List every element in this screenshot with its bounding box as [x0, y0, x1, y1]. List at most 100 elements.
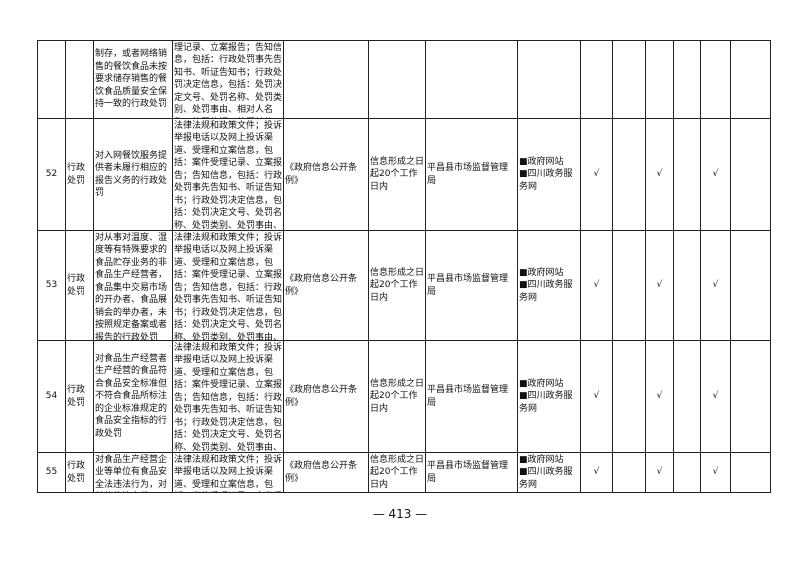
cell: [730, 40, 771, 119]
basis: 《政府信息公开条例》: [285, 274, 358, 297]
cell: 行政处罚: [65, 452, 94, 493]
cell: ■政府网站 ■四川政务服务网: [517, 118, 581, 231]
channel: ■政府网站: [519, 378, 564, 389]
cell: 行政处罚: [65, 118, 94, 231]
check: √: [712, 280, 719, 291]
table-row: 55 行政处罚对食品生产经营企业等单位有食品安全法违法行为，对单位的法定代法律法规…: [37, 452, 771, 493]
cell: 《政府信息公开条例》: [283, 340, 369, 453]
cell: √: [580, 452, 613, 493]
cell: 平昌县市场监督管理局: [425, 340, 518, 453]
cell: [65, 40, 94, 119]
table-row: 制存，或者网络销售的餐饮食品未按要求储存销售的餐饮食品质量安全保持一致的行政处罚…: [37, 40, 771, 119]
cell: ■政府网站 ■四川政务服务网: [517, 340, 581, 453]
content: 法律法规和政策文件；投诉举报电话以及网上投诉渠道、受理和立案信息，包括：案件受理…: [174, 120, 283, 230]
cell: √: [700, 340, 731, 453]
cell: [730, 118, 771, 231]
cell: [673, 230, 701, 341]
cell: 法律法规和政策文件；投诉举报电话以及网上投诉渠道、受理和立案信息，包括：案件受理…: [172, 452, 284, 493]
row-number: 53: [45, 280, 58, 291]
channels: ■政府网站 ■四川政务服务网: [518, 454, 580, 492]
cell: 理记录、立案报告；告知信息，包括：行政处罚事先告知书、听证告知书；行政处罚决定信…: [172, 40, 284, 119]
content: 法律法规和政策文件；投诉举报电话以及网上投诉渠道、受理和立案信息，包括：案件受理…: [174, 342, 283, 452]
check: √: [593, 169, 600, 180]
cell: 平昌县市场监督管理局: [425, 452, 518, 493]
cell: [37, 40, 66, 119]
channel: ■四川政务服务网: [519, 391, 573, 414]
cell: 52: [37, 118, 66, 231]
content: 法律法规和政策文件；投诉举报电话以及网上投诉渠道、受理和立案信息，包括：案件受理…: [174, 232, 283, 340]
content: 法律法规和政策文件；投诉举报电话以及网上投诉渠道、受理和立案信息，包括：案件受理…: [174, 454, 283, 490]
cell: 行政处罚: [65, 340, 94, 453]
check: √: [656, 467, 663, 478]
basis: 《政府信息公开条例》: [285, 385, 358, 408]
cell: [580, 40, 613, 119]
cell: √: [580, 230, 613, 341]
cell: [612, 452, 646, 493]
matter: 对食品生产经营企业等单位有食品安全法违法行为，对单位的法定代: [95, 454, 168, 490]
cell: 平昌县市场监督管理局: [425, 230, 518, 341]
table-row: 54 行政处罚 对食品生产经营者生产经营的食品符合食品安全标准但不符合食品所标注的企…: [37, 340, 771, 453]
cell: 法律法规和政策文件；投诉举报电话以及网上投诉渠道、受理和立案信息，包括：案件受理…: [172, 340, 284, 453]
check: √: [656, 391, 663, 402]
check: √: [712, 169, 719, 180]
cell: √: [645, 340, 674, 453]
cell: [425, 40, 518, 119]
cell: [700, 40, 731, 119]
cell: [612, 230, 646, 341]
cell: 55: [37, 452, 66, 493]
channels: ■政府网站 ■四川政务服务网: [518, 156, 580, 194]
category: 行政处罚: [67, 385, 86, 408]
cell: [368, 40, 426, 119]
cell: 对食品生产经营企业等单位有食品安全法违法行为，对单位的法定代: [93, 452, 173, 493]
basis: 《政府信息公开条例》: [285, 163, 358, 186]
time-limit: 信息形成之日起20个工作日内: [370, 454, 425, 490]
channel: ■四川政务服务网: [519, 169, 573, 192]
cell: √: [700, 452, 731, 493]
basis: 《政府信息公开条例》: [285, 461, 358, 484]
category: 行政处罚: [67, 163, 86, 186]
cell: 对从事对温度、湿度等有特殊要求的食品贮存业务的非食品生产经营者，食品集中交易市场…: [93, 230, 173, 341]
subject: 平昌县市场监督管理局: [427, 385, 509, 408]
cell: [673, 452, 701, 493]
cell: √: [645, 452, 674, 493]
cell: 信息形成之日起20个工作日内: [368, 230, 426, 341]
time-limit: 信息形成之日起20个工作日内: [370, 156, 425, 192]
table-row: 53 行政处罚 对从事对温度、湿度等有特殊要求的食品贮存业务的非食品生产经营者，食品…: [37, 230, 771, 341]
cell: √: [700, 230, 731, 341]
cell: 《政府信息公开条例》: [283, 230, 369, 341]
cell: 法律法规和政策文件；投诉举报电话以及网上投诉渠道、受理和立案信息，包括：案件受理…: [172, 118, 284, 231]
cell: ■政府网站 ■四川政务服务网: [517, 452, 581, 493]
check: √: [656, 169, 663, 180]
cell: [673, 118, 701, 231]
cell: [612, 118, 646, 231]
channels: ■政府网站 ■四川政务服务网: [518, 378, 580, 416]
channel: ■政府网站: [519, 267, 564, 278]
cell: 《政府信息公开条例》: [283, 118, 369, 231]
cell: [673, 40, 701, 119]
subject: 平昌县市场监督管理局: [427, 274, 509, 297]
cell: √: [580, 118, 613, 231]
cell: 制存，或者网络销售的餐饮食品未按要求储存销售的餐饮食品质量安全保持一致的行政处罚: [93, 40, 173, 119]
cell: [645, 40, 674, 119]
cell: √: [645, 230, 674, 341]
cell: 对入网餐饮服务提供者未履行相应的报告义务的行政处罚: [93, 118, 173, 231]
matter: 对食品生产经营者生产经营的食品符合食品安全标准但不符合食品所标注的企业标准规定的…: [95, 353, 168, 439]
subject: 平昌县市场监督管理局: [427, 163, 509, 186]
matter: 对从事对温度、湿度等有特殊要求的食品贮存业务的非食品生产经营者，食品集中交易市场…: [95, 232, 168, 340]
channel: ■四川政务服务网: [519, 467, 573, 490]
check: √: [712, 467, 719, 478]
cell: 行政处罚: [65, 230, 94, 341]
row-number: 54: [45, 391, 58, 402]
cell: 53: [37, 230, 66, 341]
cell: 平昌县市场监督管理局: [425, 118, 518, 231]
cell: [612, 340, 646, 453]
cell: [517, 40, 581, 119]
row-number: 52: [45, 169, 58, 180]
cell: ■政府网站 ■四川政务服务网: [517, 230, 581, 341]
time-limit: 信息形成之日起20个工作日内: [370, 378, 425, 414]
channel: ■政府网站: [519, 454, 564, 465]
matter: 对入网餐饮服务提供者未履行相应的报告义务的行政处罚: [95, 150, 168, 199]
channels: ■政府网站 ■四川政务服务网: [518, 267, 580, 305]
row-number: 55: [45, 467, 58, 478]
